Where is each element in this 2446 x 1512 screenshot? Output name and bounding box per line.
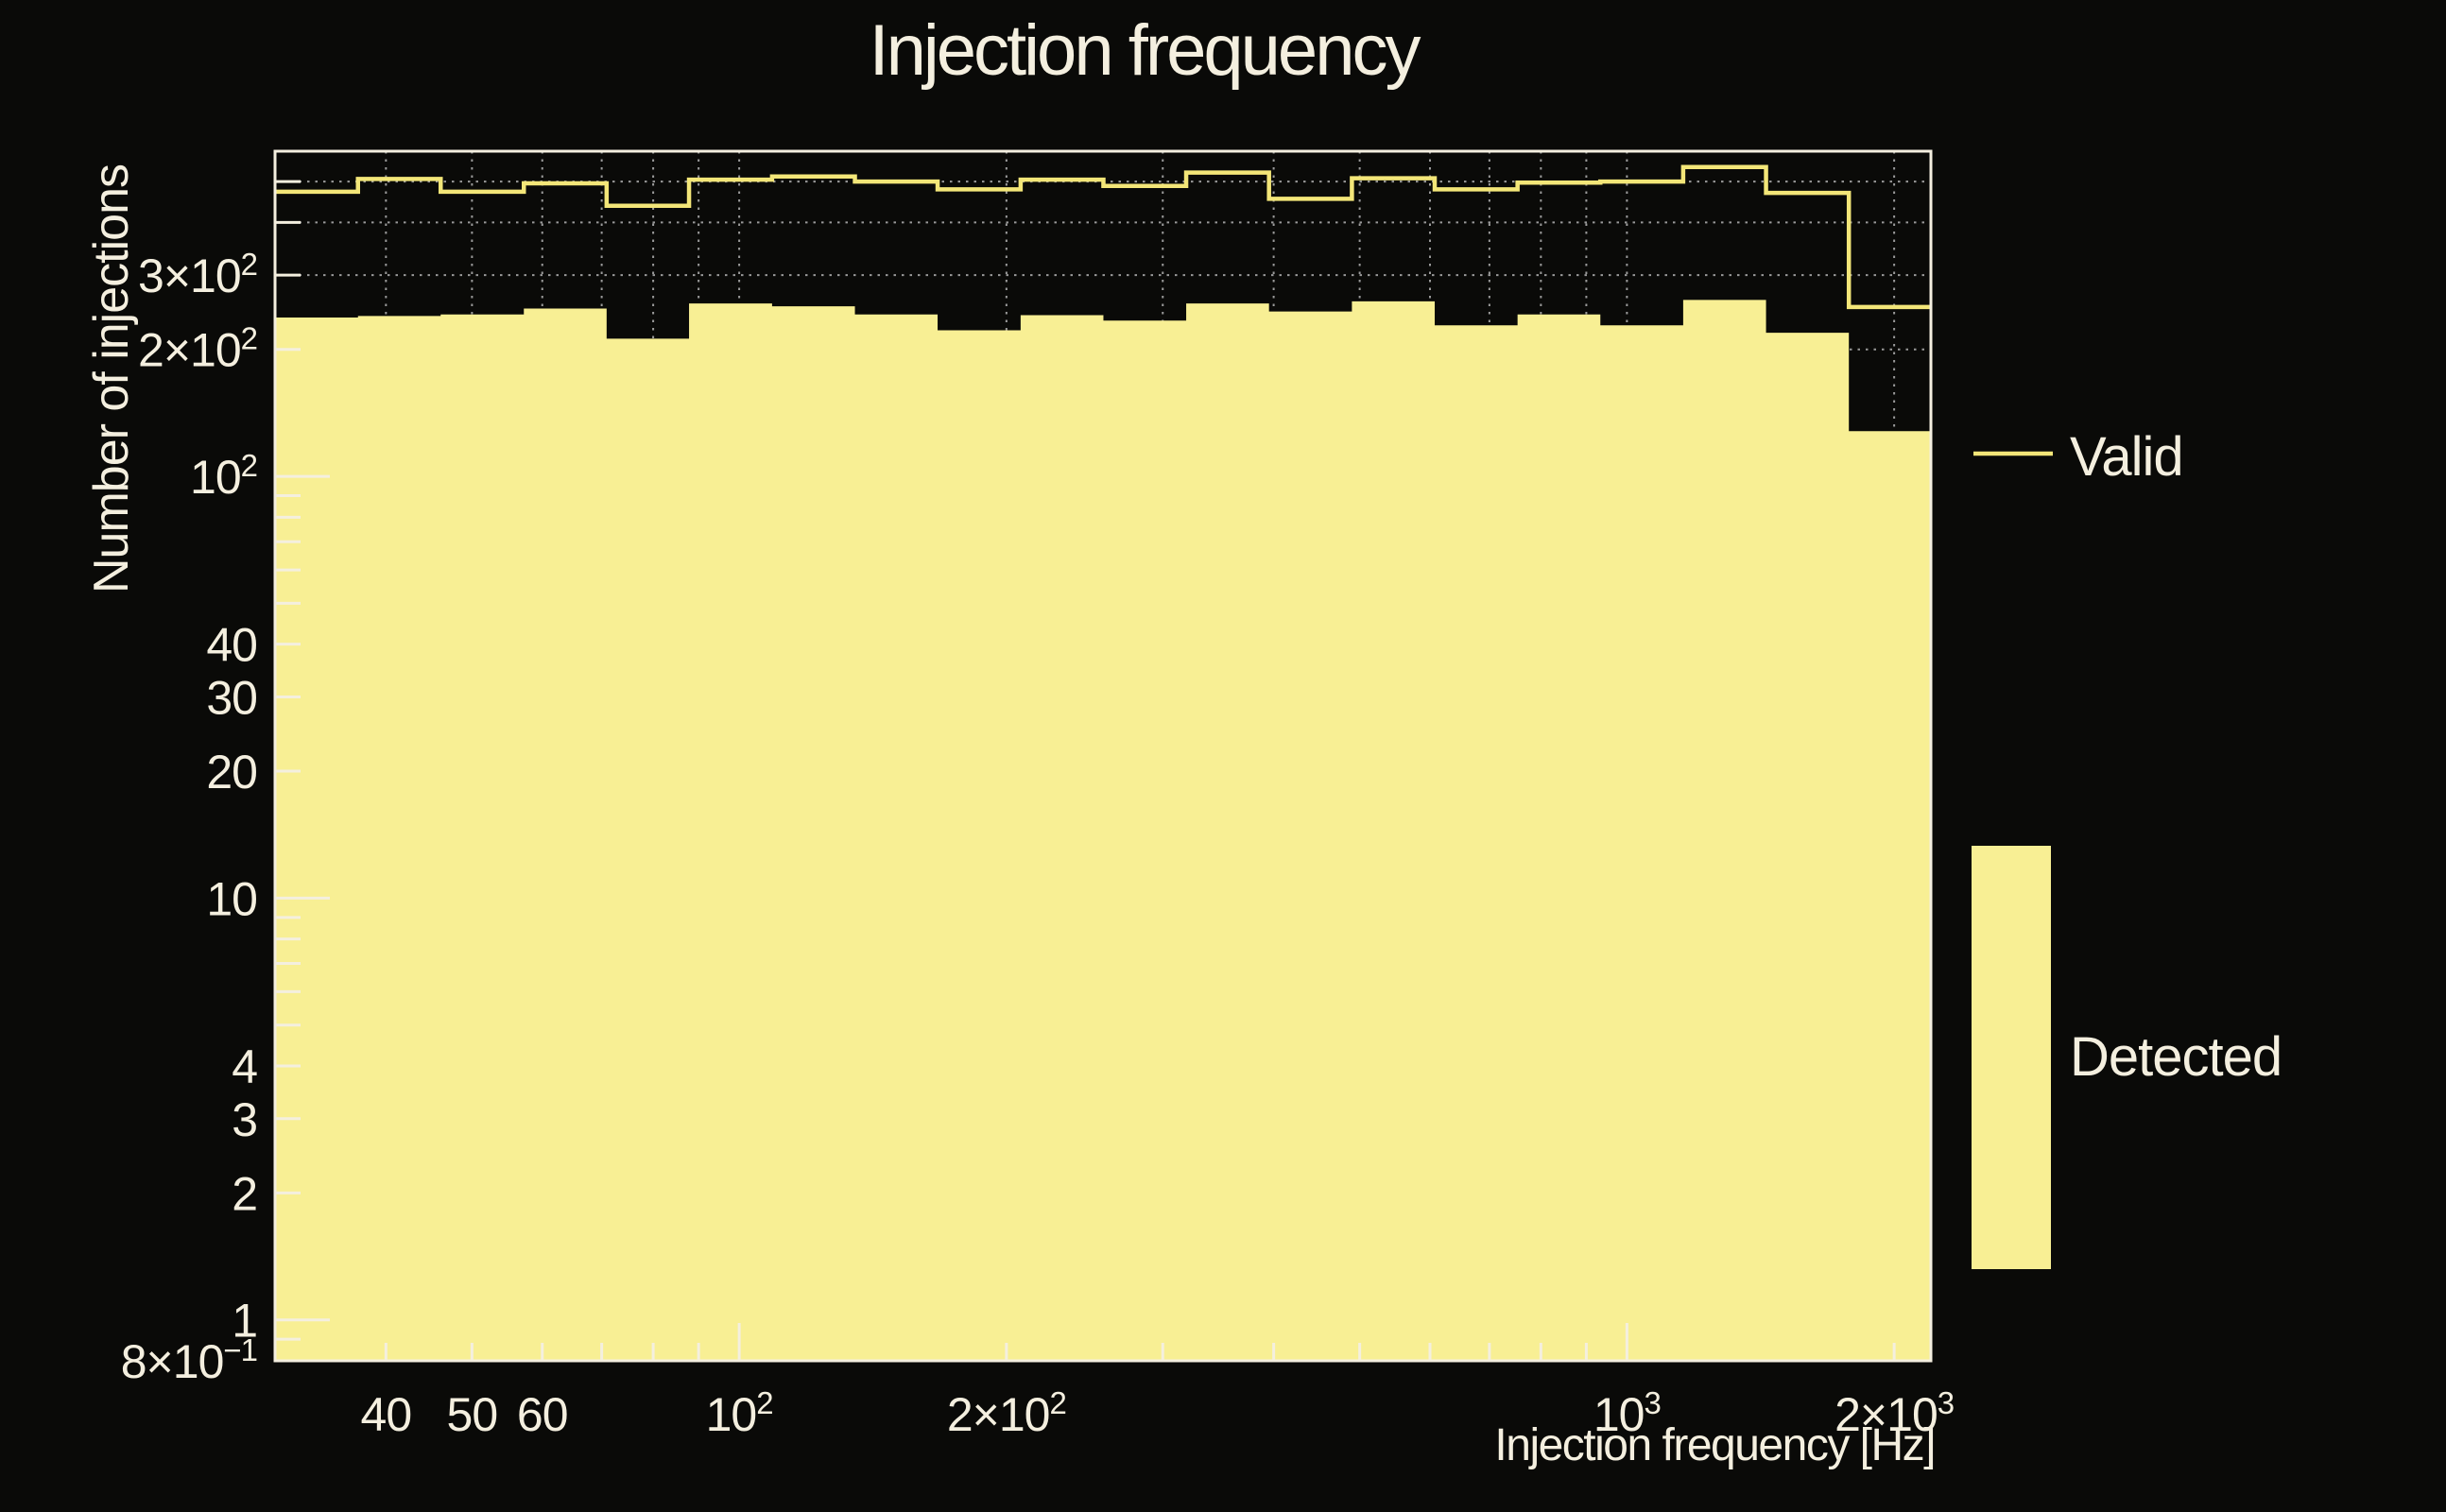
legend-detected-swatch [1972, 846, 2051, 1269]
x-tick-label: 40 [361, 1388, 412, 1441]
plot-frame [273, 149, 1933, 1363]
detected-area [275, 300, 1931, 1361]
y-tick-label: 102 [190, 448, 257, 504]
y-tick-label: 10 [206, 872, 257, 925]
y-tick-label: 40 [206, 619, 257, 672]
x-axis-title: Injection frequency [Hz] [1494, 1420, 1936, 1470]
y-tick-label: 2 [232, 1167, 257, 1220]
y-axis-title: Number of injections [84, 164, 139, 593]
x-tick-label: 103 [1593, 1385, 1661, 1441]
chart-title: Injection frequency [869, 10, 1421, 91]
legend-valid-label: Valid [2070, 426, 2184, 488]
x-tick-label: 60 [517, 1388, 568, 1441]
legend [1972, 451, 2053, 1269]
valid-line [275, 164, 1931, 310]
axis-ticks [275, 180, 1896, 1361]
x-axis-labels: 40 50 60 102 2×102 103 2×103 [361, 1385, 1955, 1441]
y-tick-label: 1 [232, 1295, 257, 1348]
x-tick-label: 2×102 [947, 1385, 1066, 1441]
x-tick-label: 102 [706, 1385, 773, 1441]
x-tick-label: 50 [447, 1388, 498, 1441]
y-tick-label: 4 [232, 1040, 257, 1093]
y-tick-label: 3×102 [138, 247, 257, 302]
legend-detected-label: Detected [2070, 1026, 2282, 1088]
x-tick-label: 2×103 [1834, 1385, 1954, 1441]
y-tick-label: 3 [232, 1093, 257, 1146]
y-tick-label: 8×10−1 [121, 1332, 257, 1388]
y-tick-label: 30 [206, 671, 257, 724]
y-tick-label: 2×102 [138, 321, 257, 377]
y-tick-label: 20 [206, 746, 257, 799]
